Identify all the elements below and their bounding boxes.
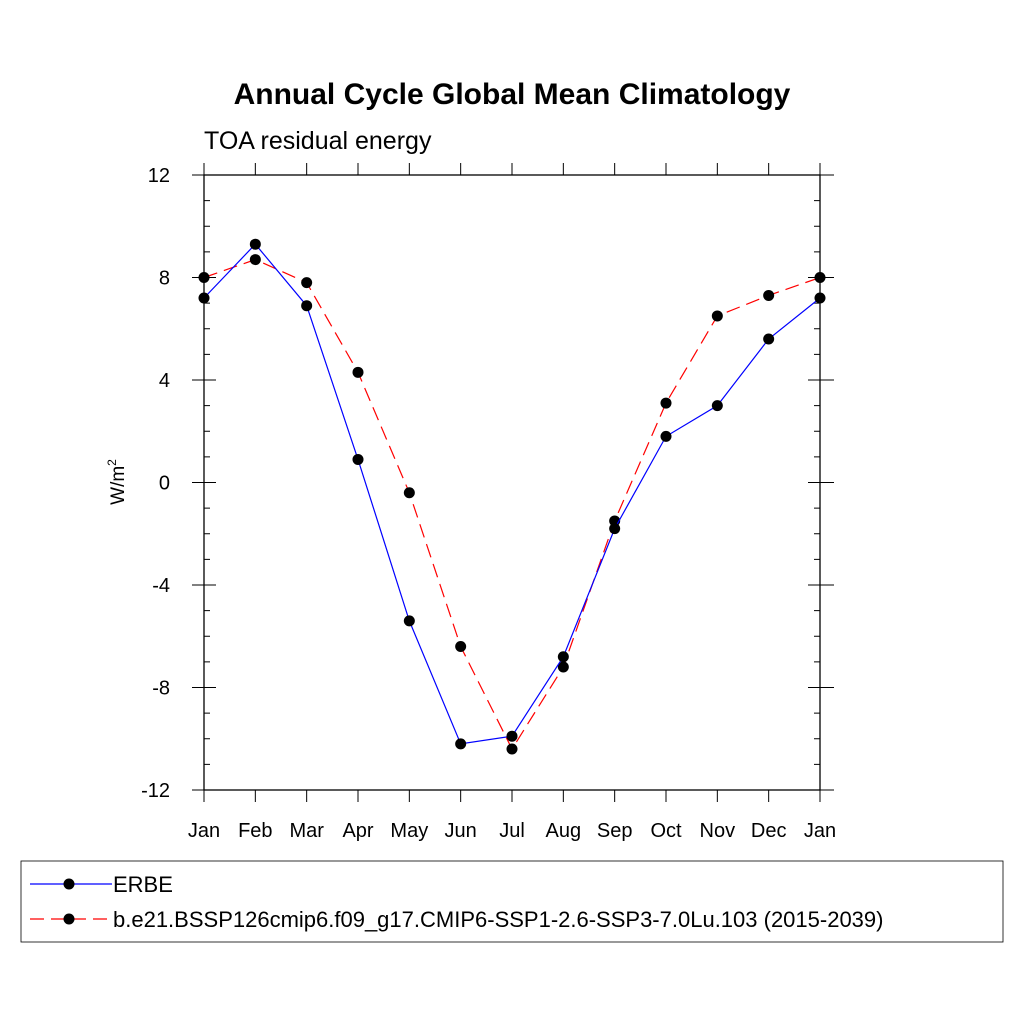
series-1-point — [506, 730, 518, 742]
x-tick-label: Jan — [804, 820, 836, 842]
chart-subtitle: TOA residual energy — [204, 127, 432, 155]
series-2-point — [403, 487, 415, 499]
y-tick-label: 4 — [159, 370, 170, 392]
series-1-point — [249, 238, 261, 250]
series-line-2 — [203, 258, 821, 751]
legend-box — [20, 860, 1004, 943]
series-2-point — [711, 310, 723, 322]
x-tick-label: Jan — [188, 820, 220, 842]
series-1-point — [763, 333, 775, 345]
plot-frame — [203, 174, 821, 791]
x-tick-label: Apr — [342, 820, 373, 842]
y-tick-label: -8 — [152, 678, 170, 700]
y-axis-label: W/m2 — [105, 459, 129, 505]
series-1-point — [455, 738, 467, 750]
chart-title: Annual Cycle Global Mean Climatology — [234, 78, 791, 111]
series-1-point — [609, 523, 621, 535]
y-tick-label: 8 — [159, 268, 170, 290]
x-tick-label: Jul — [499, 820, 525, 842]
series-2-point — [455, 641, 467, 652]
y-tick-label: -4 — [152, 575, 170, 597]
legend: ERBE b.e21.BSSP126cmip6.f09_g17.CMIP6-SSP… — [30, 872, 883, 932]
y-axis-label-text: W/m — [108, 466, 129, 505]
series-2-point — [557, 661, 569, 673]
y-axis-label-sup: 2 — [105, 459, 119, 466]
x-tick-label: Feb — [238, 820, 272, 842]
series-1-point — [557, 651, 569, 663]
series-1-point — [711, 400, 723, 412]
series-2-point — [249, 254, 261, 266]
series-2-point — [198, 272, 210, 283]
series-2-point — [660, 397, 672, 409]
x-tick-label: May — [390, 820, 428, 842]
legend-marker-2 — [63, 913, 75, 925]
y-tick-label: 12 — [148, 165, 170, 187]
x-tick-label: Mar — [289, 820, 324, 842]
x-tick-label: Aug — [546, 820, 582, 842]
series-2-point — [814, 272, 826, 283]
series-1-point — [814, 292, 826, 304]
series-2-point — [352, 366, 364, 378]
y-tick-label: 0 — [159, 473, 170, 495]
series-1-point — [301, 300, 313, 312]
x-tick-label: Oct — [650, 820, 682, 842]
series-1-point — [352, 453, 364, 465]
series-2-point — [301, 277, 313, 289]
series-1-point — [660, 430, 672, 442]
series-group — [198, 238, 826, 755]
legend-label-1: ERBE — [113, 872, 173, 897]
series-1-point — [403, 615, 415, 627]
series-1-point — [198, 292, 210, 304]
x-tick-label: Nov — [700, 820, 736, 842]
x-tick-labels: Jan Feb Mar Apr May Jun Jul Aug Sep Oct Nov Dec Jan — [188, 820, 836, 842]
y-tick-labels: -12 -8 -4 0 4 8 12 — [141, 165, 170, 802]
legend-marker-1 — [63, 878, 75, 890]
series-2-point — [506, 743, 518, 755]
tick-marks — [192, 163, 834, 802]
y-tick-label: -12 — [141, 780, 170, 802]
x-tick-label: Jun — [445, 820, 477, 842]
x-tick-label: Sep — [597, 820, 633, 842]
x-tick-label: Dec — [751, 820, 787, 842]
legend-label-2: b.e21.BSSP126cmip6.f09_g17.CMIP6-SSP1-2.… — [113, 907, 883, 932]
series-line-1 — [203, 243, 821, 745]
series-2-point — [763, 289, 775, 301]
